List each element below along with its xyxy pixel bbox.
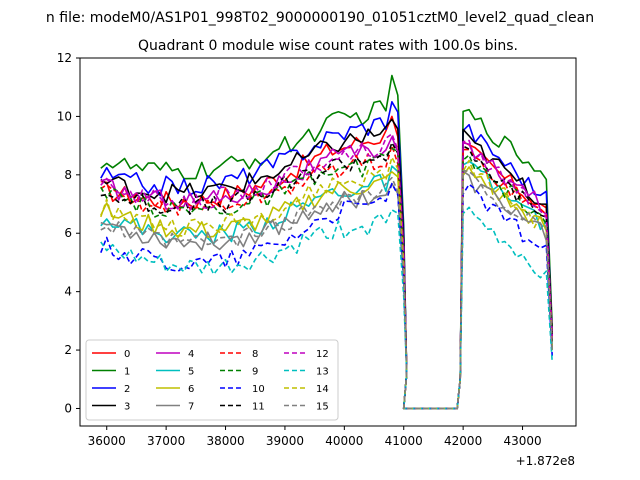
legend-label-12: 12 [316, 349, 329, 360]
y-tick-label: 4 [64, 285, 72, 299]
legend-label-14: 14 [316, 384, 329, 395]
legend-label-7: 7 [188, 402, 194, 413]
series-line-12 [100, 133, 553, 410]
legend-label-10: 10 [252, 384, 265, 395]
x-tick-label: 42000 [444, 434, 482, 448]
series-line-5 [100, 160, 553, 410]
chart-title: Quadrant 0 module wise count rates with … [138, 38, 518, 54]
x-tick-label: 40000 [325, 434, 363, 448]
y-axis: 0 2 4 6 8 10 12 [57, 51, 80, 415]
legend-label-2: 2 [124, 384, 130, 395]
legend-box [85, 339, 339, 421]
series-line-14 [100, 156, 553, 410]
legend-label-8: 8 [252, 349, 258, 360]
y-tick-label: 6 [64, 226, 72, 240]
x-tick-label: 37000 [147, 434, 185, 448]
legend-label-13: 13 [316, 367, 329, 378]
series-line-15 [100, 169, 553, 410]
y-tick-label: 0 [64, 401, 72, 415]
series-layer [100, 74, 553, 410]
y-tick-label: 2 [64, 343, 72, 357]
series-line-9 [100, 147, 553, 410]
x-axis: 36000 37000 38000 39000 40000 41000 42000 43000 [88, 426, 542, 448]
y-tick-label: 10 [57, 109, 72, 123]
y-tick-label: 12 [57, 51, 72, 65]
y-tick-label: 8 [64, 168, 72, 182]
chart-suptitle: n file: modeM0/AS1P01_998T02_9000000190_… [46, 10, 594, 26]
legend-label-4: 4 [188, 349, 194, 360]
series-line-13 [100, 206, 553, 410]
plot-border [79, 57, 577, 427]
x-tick-label: 38000 [206, 434, 244, 448]
x-tick-label: 41000 [385, 434, 423, 448]
series-line-10 [100, 182, 553, 410]
x-tick-label: 43000 [503, 434, 541, 448]
legend-label-0: 0 [124, 349, 130, 360]
x-offset-label: +1.872e8 [516, 454, 575, 468]
legend-label-15: 15 [316, 402, 329, 413]
x-tick-label: 36000 [88, 434, 126, 448]
legend-label-3: 3 [124, 402, 130, 413]
x-tick-label: 39000 [266, 434, 304, 448]
legend-label-9: 9 [252, 367, 258, 378]
series-line-7 [100, 170, 553, 410]
series-line-0 [100, 115, 553, 410]
legend-label-1: 1 [124, 367, 130, 378]
series-line-1 [100, 74, 553, 410]
legend-label-11: 11 [252, 402, 265, 413]
legend-label-5: 5 [188, 367, 194, 378]
legend-label-6: 6 [188, 384, 194, 395]
